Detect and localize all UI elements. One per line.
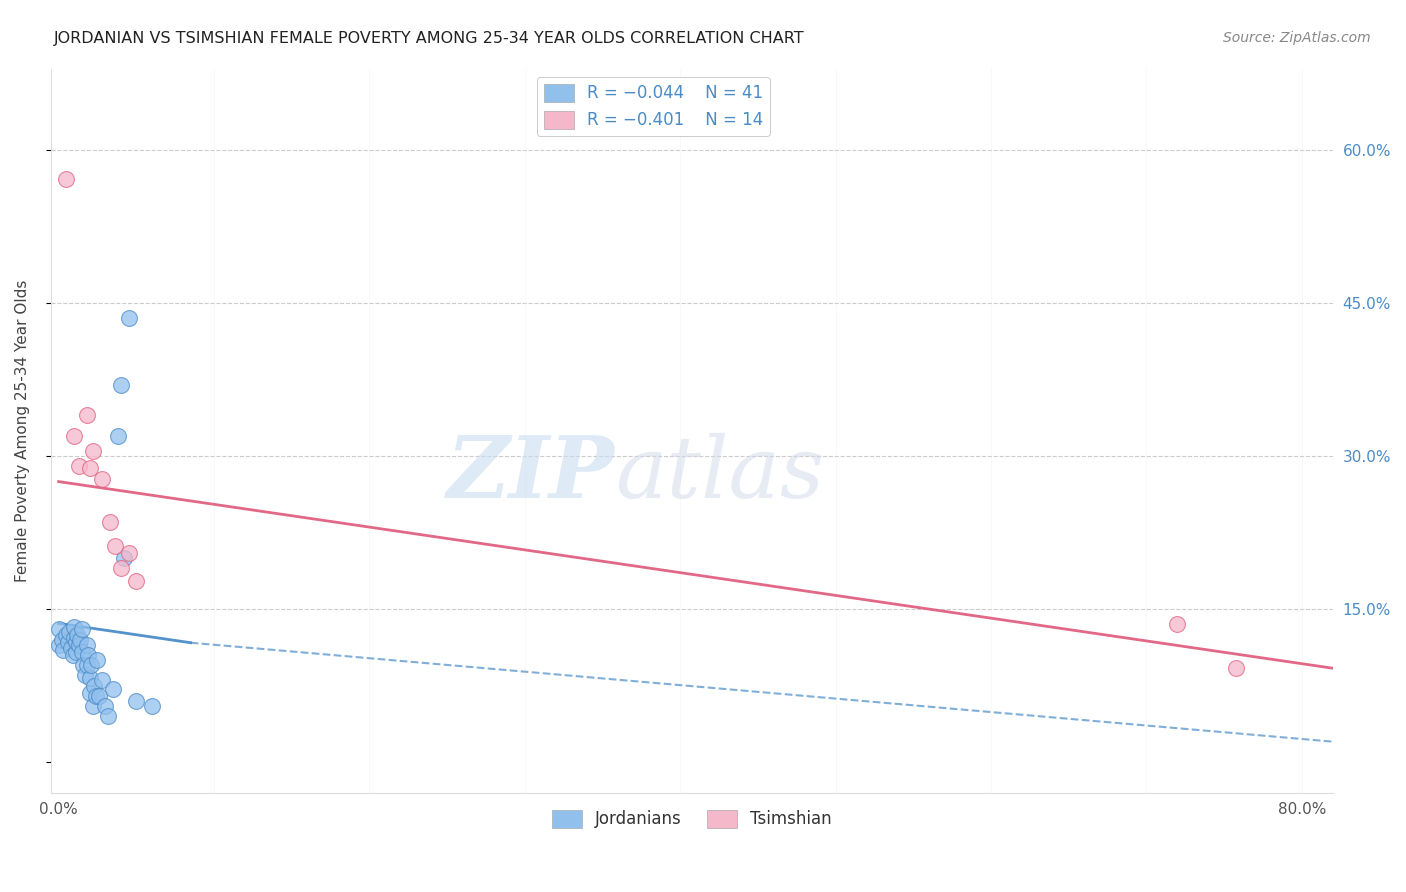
Point [87, 689, 110, 703]
Y-axis label: Female Poverty Among 25-34 Year Olds: Female Poverty Among 25-34 Year Olds [15, 279, 30, 582]
Text: Source: ZipAtlas.com: Source: ZipAtlas.com [1223, 31, 1371, 45]
Point [55, 627, 77, 641]
Point [76, 638, 98, 652]
Point [60, 640, 83, 655]
Point [58, 624, 80, 639]
Point [65, 634, 87, 648]
Point [103, 539, 125, 553]
Point [98, 516, 121, 530]
Point [125, 694, 148, 708]
Point [79, 461, 101, 475]
Point [101, 681, 124, 696]
Point [66, 627, 89, 641]
Point [69, 632, 91, 647]
Point [1166, 617, 1188, 632]
Point [107, 428, 129, 442]
Point [86, 653, 108, 667]
Text: JORDANIAN VS TSIMSHIAN FEMALE POVERTY AMONG 25-34 YEAR OLDS CORRELATION CHART: JORDANIAN VS TSIMSHIAN FEMALE POVERTY AM… [53, 31, 804, 46]
Point [1225, 661, 1247, 675]
Point [110, 561, 132, 575]
Point [55, 171, 77, 186]
Point [97, 709, 120, 723]
Point [62, 648, 84, 662]
Point [117, 546, 139, 560]
Point [141, 698, 163, 713]
Point [73, 668, 96, 682]
Text: ZIP: ZIP [447, 433, 614, 516]
Point [63, 428, 86, 442]
Point [80, 658, 103, 673]
Point [67, 638, 90, 652]
Point [56, 634, 79, 648]
Point [84, 689, 107, 703]
Point [51, 632, 73, 647]
Point [117, 311, 139, 326]
Point [82, 444, 104, 458]
Text: atlas: atlas [614, 433, 824, 516]
Point [63, 631, 86, 645]
Point [112, 551, 135, 566]
Point [65, 645, 87, 659]
Point [70, 623, 93, 637]
Point [91, 673, 114, 688]
Point [67, 459, 90, 474]
Point [76, 409, 98, 423]
Point [70, 645, 93, 659]
Point [77, 648, 100, 662]
Point [91, 471, 114, 485]
Point [110, 377, 132, 392]
Point [79, 686, 101, 700]
Point [52, 643, 75, 657]
Point [125, 574, 148, 588]
Point [83, 679, 105, 693]
Legend: Jordanians, Tsimshian: Jordanians, Tsimshian [546, 803, 838, 835]
Point [76, 658, 98, 673]
Point [82, 698, 104, 713]
Point [48, 623, 70, 637]
Point [94, 698, 117, 713]
Point [48, 638, 70, 652]
Point [72, 658, 94, 673]
Point [79, 672, 101, 686]
Point [63, 620, 86, 634]
